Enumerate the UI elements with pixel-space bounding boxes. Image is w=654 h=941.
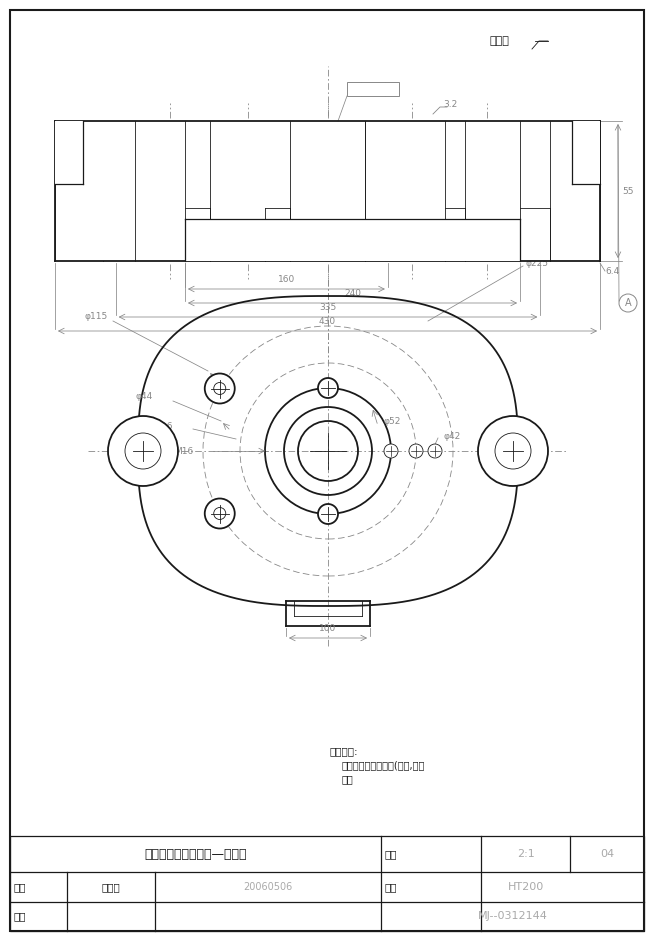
Bar [445, 208, 465, 261]
Bar [265, 121, 290, 261]
Text: φ225: φ225 [526, 259, 549, 267]
Text: 6.4: 6.4 [605, 266, 619, 276]
Bar [185, 208, 210, 261]
Bar [365, 121, 445, 261]
Bar [135, 121, 185, 261]
Text: 3.2: 3.2 [443, 100, 457, 108]
Text: 335: 335 [319, 303, 337, 312]
Text: //: // [351, 85, 357, 93]
Text: M16: M16 [174, 446, 193, 455]
Text: 深圆筒底孔冲压模具—下模座: 深圆筒底孔冲压模具—下模座 [144, 848, 247, 861]
Circle shape [409, 444, 423, 458]
Text: 制件不得有质量缺陷(砂眼,缩孔: 制件不得有质量缺陷(砂眼,缩孔 [342, 760, 425, 770]
Text: MJ--0312144: MJ--0312144 [477, 911, 547, 921]
Circle shape [478, 416, 548, 486]
Circle shape [318, 378, 338, 398]
Text: φ42: φ42 [443, 432, 460, 440]
Circle shape [108, 416, 178, 486]
Text: 240: 240 [344, 289, 361, 298]
Circle shape [428, 444, 442, 458]
Bar [347, 82, 399, 96]
Text: 审核: 审核 [14, 911, 27, 921]
Text: A: A [625, 298, 631, 308]
Text: 20060506: 20060506 [243, 882, 292, 892]
Bar [290, 121, 365, 261]
Bar [210, 121, 265, 261]
Text: φ44: φ44 [136, 391, 153, 401]
Text: 04: 04 [600, 849, 614, 859]
Text: 比例: 比例 [385, 849, 398, 859]
Text: 尹亚辉: 尹亚辉 [101, 882, 120, 892]
Text: 材料: 材料 [385, 882, 398, 892]
Bar [550, 121, 600, 261]
Bar [465, 121, 520, 261]
Text: 0.02: 0.02 [363, 85, 383, 93]
Bar [572, 121, 600, 184]
Circle shape [205, 374, 235, 404]
Bar [103, 121, 135, 261]
Bar [185, 219, 520, 261]
Text: φ16: φ16 [156, 422, 173, 430]
Text: φ52: φ52 [383, 417, 400, 425]
Bar [55, 121, 103, 261]
Bar [520, 208, 550, 261]
Bar [265, 208, 290, 261]
Text: HT200: HT200 [508, 882, 543, 892]
Text: 430: 430 [319, 317, 336, 326]
Bar [10, 836, 644, 931]
Bar [55, 121, 600, 261]
Text: 其余：: 其余： [490, 36, 510, 46]
Text: 制图: 制图 [14, 882, 27, 892]
Text: A: A [389, 85, 395, 93]
Text: 160: 160 [278, 275, 295, 284]
Text: 55: 55 [622, 186, 634, 196]
Text: φ115: φ115 [85, 311, 108, 321]
Text: 100: 100 [319, 624, 337, 633]
Circle shape [205, 499, 235, 529]
Circle shape [318, 504, 338, 524]
Text: 2:1: 2:1 [517, 849, 534, 859]
Circle shape [384, 444, 398, 458]
Text: 等）: 等） [342, 774, 354, 784]
Text: 技术要求:: 技术要求: [330, 746, 358, 756]
Bar [55, 121, 83, 184]
